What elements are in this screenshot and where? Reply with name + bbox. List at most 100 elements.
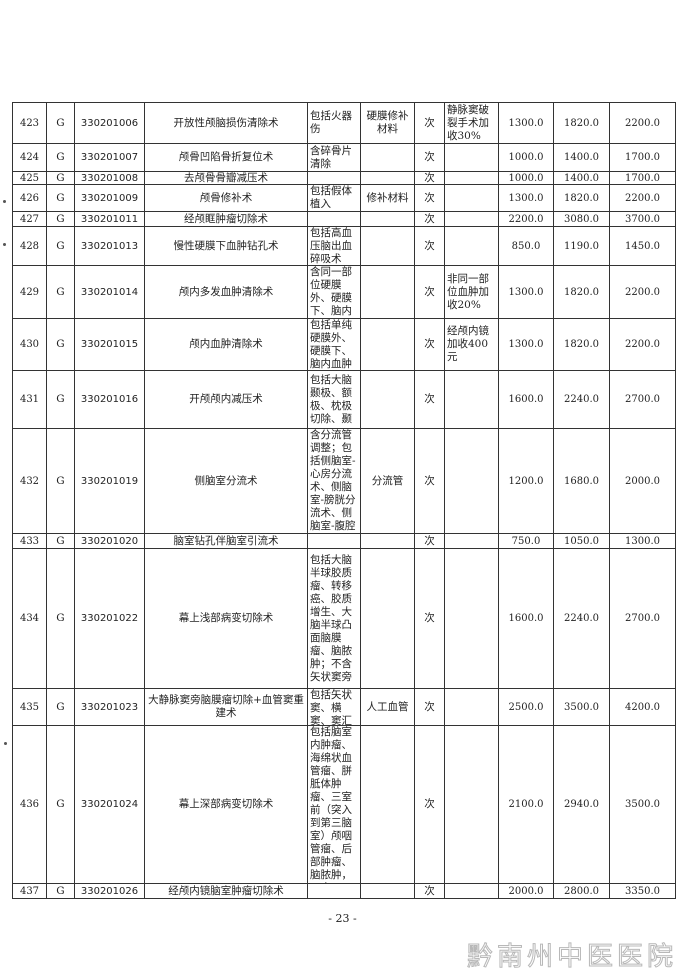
table-row: 432 G 330201019 侧脑室分流术 含分流管调整；包括侧脑室-心房分流术、侧脑… xyxy=(12,428,676,534)
item-code: 330201007 xyxy=(80,152,139,163)
category-cell: G xyxy=(46,171,75,185)
row-number: 431 xyxy=(19,394,40,405)
price-level-3-cell: 2200.0 xyxy=(609,102,676,144)
item-code: 330201026 xyxy=(80,885,139,897)
price-level-3-cell: 2200.0 xyxy=(609,184,676,212)
item-content-cell: 包括矢状窦、横窦、窦汇区 xyxy=(307,688,361,726)
category-cell: G xyxy=(46,226,75,266)
unit-cell: 次 xyxy=(414,143,445,172)
item-content: 包括大脑半球胶质瘤、转移癌、胶质增生、大脑半球凸面脑膜瘤、脑脓肿；不含矢状窦旁 xyxy=(310,553,352,683)
price-level-2: 2940.0 xyxy=(564,799,599,810)
price-level-2: 3500.0 xyxy=(564,701,599,713)
unit: 次 xyxy=(424,212,435,225)
note-cell: 静脉窦破裂手术加收30% xyxy=(444,102,499,144)
price-level-3-cell: 3350.0 xyxy=(609,883,676,899)
table-row: 426 G 330201009 颅骨修补术 包括假体植入 修补材料 次 1300.0 1820.… xyxy=(12,184,676,212)
item-code: 330201014 xyxy=(80,286,139,298)
item-code: 330201020 xyxy=(80,535,139,547)
item-code-cell: 330201007 xyxy=(74,143,145,172)
excluded-content-cell: 修补材料 xyxy=(360,184,415,212)
item-content: 包括假体植入 xyxy=(310,185,352,211)
price-level-3: 2200.0 xyxy=(625,286,660,298)
item-code-cell: 330201014 xyxy=(74,265,145,319)
excluded-content-cell xyxy=(360,226,415,266)
price-level-3-cell: 2200.0 xyxy=(609,318,676,371)
category: G xyxy=(56,212,65,225)
row-number-cell: 428 xyxy=(12,226,47,266)
item-code: 330201009 xyxy=(80,192,139,204)
item-content-cell: 包括大脑颞极、额极、枕极切除、颞 xyxy=(307,370,361,429)
row-number: 429 xyxy=(19,286,40,298)
category-cell: G xyxy=(46,548,75,689)
row-number-cell: 432 xyxy=(12,428,47,534)
price-level-1-cell: 1300.0 xyxy=(498,184,554,212)
excluded-content-cell xyxy=(360,725,415,884)
item-content-cell xyxy=(307,883,361,899)
price-level-3-cell: 3700.0 xyxy=(609,211,676,227)
category: G xyxy=(56,191,65,204)
item-name-cell: 经颅眶肿瘤切除术 xyxy=(144,211,308,227)
price-level-2-cell: 1820.0 xyxy=(553,318,610,371)
item-content-cell: 含同一部位硬膜外、硬膜下、脑内血 xyxy=(307,265,361,319)
item-name-cell: 颅内血肿清除术 xyxy=(144,318,308,371)
price-level-1-cell: 2500.0 xyxy=(498,688,554,726)
note-cell xyxy=(444,211,499,227)
item-name: 幕上浅部病变切除术 xyxy=(178,612,274,624)
category-cell: G xyxy=(46,184,75,212)
row-number: 436 xyxy=(19,799,40,810)
price-level-3: 1300.0 xyxy=(625,535,660,547)
excluded-content-cell xyxy=(360,370,415,429)
price-level-3-cell: 3500.0 xyxy=(609,725,676,884)
category-cell: G xyxy=(46,143,75,172)
row-number-cell: 435 xyxy=(12,688,47,726)
note-cell xyxy=(444,688,499,726)
row-number: 423 xyxy=(19,117,40,129)
price-level-1: 2200.0 xyxy=(508,213,544,225)
price-level-1: 1600.0 xyxy=(508,613,544,624)
price-level-3: 2700.0 xyxy=(625,613,660,624)
item-content-cell: 包括假体植入 xyxy=(307,184,361,212)
price-level-2-cell: 1820.0 xyxy=(553,102,610,144)
price-level-2-cell: 2240.0 xyxy=(553,548,610,689)
excluded-content: 人工血管 xyxy=(366,700,409,713)
unit-cell: 次 xyxy=(414,184,445,212)
price-level-3: 2200.0 xyxy=(625,192,660,204)
note-cell xyxy=(444,226,499,266)
category-cell: G xyxy=(46,211,75,227)
price-level-1: 750.0 xyxy=(511,535,541,547)
excluded-content-cell xyxy=(360,883,415,899)
item-name: 开放性颅脑损伤清除术 xyxy=(173,116,279,129)
unit: 次 xyxy=(424,116,435,129)
row-number: 434 xyxy=(19,613,40,624)
category: G xyxy=(56,393,65,405)
price-level-1: 1300.0 xyxy=(508,286,544,298)
row-number-cell: 433 xyxy=(12,533,47,549)
item-name: 侧脑室分流术 xyxy=(194,474,258,487)
row-number: 437 xyxy=(19,885,40,897)
price-level-3: 3350.0 xyxy=(625,885,660,897)
item-content: 包括矢状窦、横窦、窦汇区 xyxy=(310,689,352,725)
item-name-cell: 经颅内镜脑室肿瘤切除术 xyxy=(144,883,308,899)
item-code: 330201013 xyxy=(80,240,139,252)
price-level-1-cell: 2000.0 xyxy=(498,883,554,899)
category: G xyxy=(56,534,65,547)
note-cell xyxy=(444,533,499,549)
price-level-2: 1820.0 xyxy=(564,286,599,298)
note-cell: 非同一部位血肿加收20% xyxy=(444,265,499,319)
unit: 次 xyxy=(424,172,435,184)
item-content-cell: 包括高血压脑出血碎吸术 xyxy=(307,226,361,266)
scan-mark xyxy=(3,243,6,246)
page-number: - 23 - xyxy=(328,912,357,925)
item-code: 330201016 xyxy=(80,394,139,405)
excluded-content: 硬膜修补材料 xyxy=(366,110,409,135)
note: 静脉窦破裂手术加收30% xyxy=(447,103,489,142)
note-cell xyxy=(444,143,499,172)
item-name-cell: 颅内多发血肿清除术 xyxy=(144,265,308,319)
unit-cell: 次 xyxy=(414,533,445,549)
row-number-cell: 437 xyxy=(12,883,47,899)
price-level-3: 1450.0 xyxy=(625,240,660,252)
category-cell: G xyxy=(46,688,75,726)
category: G xyxy=(56,116,65,129)
item-name: 幕上深部病变切除术 xyxy=(178,798,274,810)
item-code-cell: 330201015 xyxy=(74,318,145,371)
